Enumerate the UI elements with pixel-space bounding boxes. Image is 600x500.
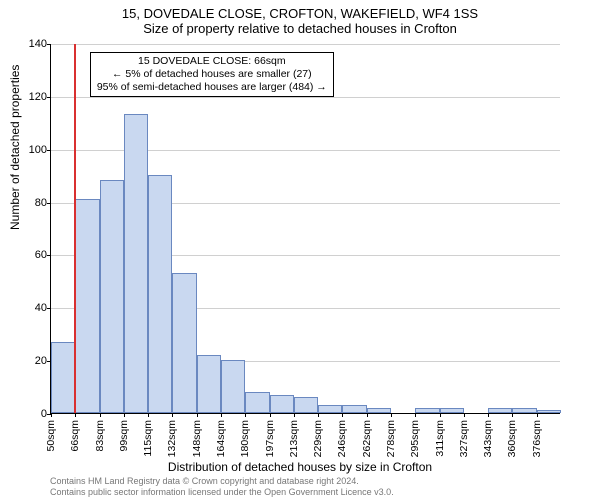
x-tick-label: 50sqm (45, 420, 57, 452)
histogram-bar (221, 360, 245, 413)
x-tick-label: 83sqm (94, 420, 106, 452)
x-tick-label: 213sqm (288, 420, 300, 457)
histogram-bar (197, 355, 221, 413)
x-tick-label: 360sqm (506, 420, 518, 457)
annotation-line: ← 5% of detached houses are smaller (27) (97, 68, 327, 81)
histogram-bar (270, 395, 294, 414)
y-tick-label: 40 (21, 302, 47, 314)
x-tick-mark (294, 413, 295, 417)
x-tick-mark (148, 413, 149, 417)
x-tick-mark (172, 413, 173, 417)
x-tick-mark (100, 413, 101, 417)
y-tick-label: 140 (21, 38, 47, 50)
annotation-line: 95% of semi-detached houses are larger (… (97, 81, 327, 94)
x-tick-mark (464, 413, 465, 417)
x-tick-label: 180sqm (239, 420, 251, 457)
y-tick-mark (47, 255, 51, 256)
histogram-bar (124, 114, 148, 413)
histogram-bar (440, 408, 464, 413)
x-tick-mark (270, 413, 271, 417)
x-tick-label: 197sqm (264, 420, 276, 457)
histogram-bar (488, 408, 512, 413)
plot-box: 02040608010012014050sqm66sqm83sqm99sqm11… (50, 44, 560, 414)
x-tick-label: 343sqm (482, 420, 494, 457)
histogram-bar (245, 392, 269, 413)
x-tick-mark (318, 413, 319, 417)
histogram-bar (100, 180, 124, 413)
y-tick-label: 100 (21, 144, 47, 156)
y-axis-label: Number of detached properties (8, 65, 22, 230)
x-tick-mark (197, 413, 198, 417)
histogram-bar (294, 397, 318, 413)
annotation-box: 15 DOVEDALE CLOSE: 66sqm← 5% of detached… (90, 52, 334, 97)
x-tick-label: 311sqm (434, 420, 446, 457)
histogram-bar (537, 410, 561, 413)
attribution-text: Contains HM Land Registry data © Crown c… (50, 476, 394, 498)
histogram-bar (342, 405, 366, 413)
x-tick-label: 278sqm (385, 420, 397, 457)
chart-plot-area: 02040608010012014050sqm66sqm83sqm99sqm11… (50, 44, 560, 414)
gridline-h (51, 44, 560, 45)
y-tick-mark (47, 203, 51, 204)
x-tick-mark (440, 413, 441, 417)
attribution-line1: Contains HM Land Registry data © Crown c… (50, 476, 394, 487)
chart-title-line1: 15, DOVEDALE CLOSE, CROFTON, WAKEFIELD, … (0, 6, 600, 21)
x-tick-mark (245, 413, 246, 417)
y-tick-mark (47, 97, 51, 98)
x-tick-label: 327sqm (458, 420, 470, 457)
y-tick-mark (47, 308, 51, 309)
histogram-bar (415, 408, 439, 413)
chart-title-line2: Size of property relative to detached ho… (0, 21, 600, 36)
chart-title-block: 15, DOVEDALE CLOSE, CROFTON, WAKEFIELD, … (0, 0, 600, 36)
histogram-bar (512, 408, 536, 413)
histogram-bar (51, 342, 75, 413)
x-tick-mark (221, 413, 222, 417)
x-tick-mark (124, 413, 125, 417)
x-tick-mark (537, 413, 538, 417)
y-tick-label: 80 (21, 197, 47, 209)
y-tick-label: 60 (21, 249, 47, 261)
x-tick-mark (367, 413, 368, 417)
x-tick-mark (512, 413, 513, 417)
x-tick-label: 164sqm (215, 420, 227, 457)
x-tick-label: 229sqm (312, 420, 324, 457)
y-tick-label: 20 (21, 355, 47, 367)
x-tick-label: 132sqm (166, 420, 178, 457)
x-tick-mark (51, 413, 52, 417)
x-tick-label: 376sqm (531, 420, 543, 457)
x-axis-label: Distribution of detached houses by size … (0, 460, 600, 474)
x-tick-mark (415, 413, 416, 417)
histogram-bar (318, 405, 342, 413)
annotation-line: 15 DOVEDALE CLOSE: 66sqm (97, 55, 327, 68)
x-tick-label: 115sqm (142, 420, 154, 457)
x-tick-mark (342, 413, 343, 417)
histogram-bar (367, 408, 391, 413)
histogram-bar (148, 175, 172, 413)
x-tick-label: 99sqm (118, 420, 130, 452)
y-tick-label: 0 (21, 408, 47, 420)
marker-line (74, 44, 76, 413)
x-tick-label: 295sqm (409, 420, 421, 457)
y-tick-mark (47, 150, 51, 151)
histogram-bar (172, 273, 196, 413)
x-tick-label: 246sqm (336, 420, 348, 457)
y-tick-mark (47, 44, 51, 45)
y-tick-label: 120 (21, 91, 47, 103)
x-tick-mark (75, 413, 76, 417)
histogram-bar (75, 199, 99, 413)
x-tick-label: 262sqm (361, 420, 373, 457)
x-tick-mark (488, 413, 489, 417)
attribution-line2: Contains public sector information licen… (50, 487, 394, 498)
x-tick-label: 148sqm (191, 420, 203, 457)
x-tick-label: 66sqm (69, 420, 81, 452)
x-tick-mark (391, 413, 392, 417)
